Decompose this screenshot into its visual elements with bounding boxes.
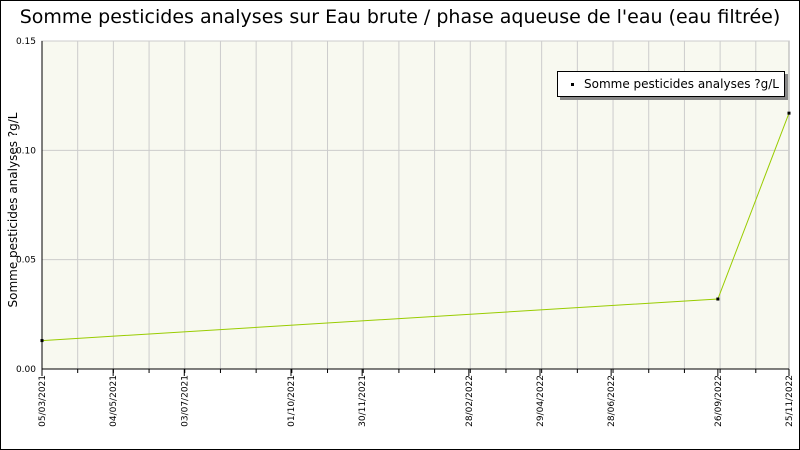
- x-tick-label: 01/10/2021: [287, 375, 297, 427]
- x-tick-label: 05/03/2021: [38, 375, 48, 427]
- y-tick-label: 0.10: [16, 146, 36, 156]
- x-tick-label: 30/11/2021: [358, 375, 368, 427]
- data-point: [716, 297, 720, 301]
- x-tick-label: 29/04/2022: [536, 375, 546, 427]
- legend-marker: [571, 82, 574, 86]
- x-tick-label: 25/11/2022: [785, 375, 795, 427]
- data-point: [787, 111, 791, 115]
- legend-label: Somme pesticides analyses ?g/L: [584, 77, 779, 91]
- x-tick-label: 04/05/2021: [109, 375, 119, 427]
- y-tick-label: 0.15: [16, 37, 36, 47]
- x-tick-label: 26/09/2022: [714, 375, 724, 427]
- y-tick-label: 0.00: [16, 365, 36, 375]
- data-point: [40, 339, 44, 343]
- x-tick-label: 03/07/2021: [180, 375, 190, 427]
- y-tick-label: 0.05: [16, 256, 36, 266]
- chart-title: Somme pesticides analyses sur Eau brute …: [19, 6, 781, 28]
- x-tick-label: 28/02/2022: [465, 375, 475, 427]
- x-tick-label: 28/06/2022: [607, 375, 617, 427]
- legend: Somme pesticides analyses ?g/L: [557, 71, 785, 97]
